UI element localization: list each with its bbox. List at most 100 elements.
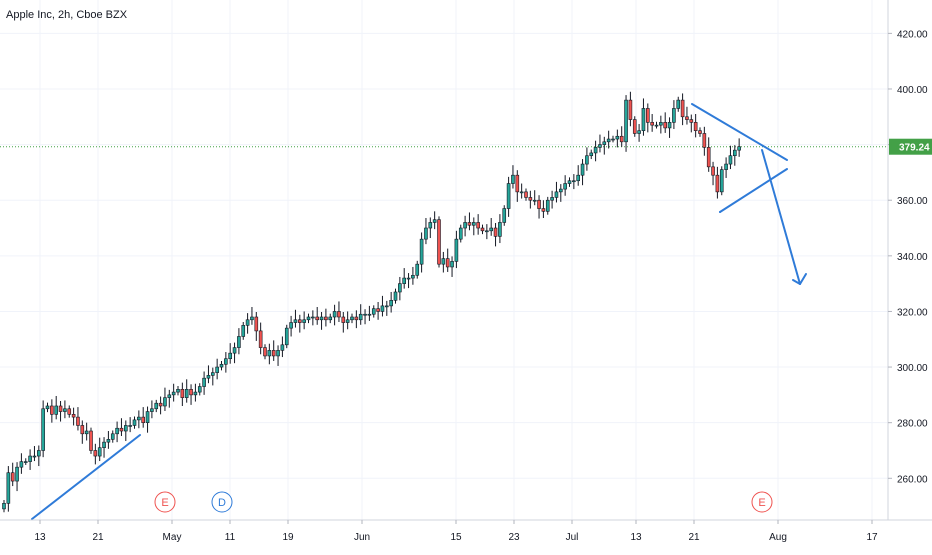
candle-down (685, 116, 689, 120)
candle-up (197, 386, 202, 393)
candle-up (728, 155, 733, 165)
candle-up (167, 394, 172, 398)
candle-down (189, 389, 193, 396)
candle-up (267, 350, 272, 357)
candle-up (45, 405, 50, 410)
time-tick-label: 21 (92, 532, 104, 543)
triangle-lower-line[interactable] (719, 168, 788, 213)
candle-up (380, 305, 385, 312)
candle-up (411, 274, 415, 279)
time-tick-label: May (163, 532, 182, 543)
price-tick-label: 260.00 (897, 474, 928, 485)
forecast-arrowhead-right[interactable] (799, 273, 807, 285)
price-axis[interactable]: 260.00280.00300.00320.00340.00360.00380.… (887, 0, 932, 520)
candle-down (702, 133, 707, 148)
candle-down (528, 197, 533, 201)
candle-up (276, 350, 280, 357)
candle-down (50, 405, 54, 415)
time-tick-label: 13 (34, 532, 46, 543)
time-axis-bg[interactable] (0, 520, 932, 550)
candle-up (558, 188, 563, 193)
candle-up (441, 258, 446, 265)
candle-up (406, 277, 411, 280)
price-axis-bg[interactable] (888, 0, 932, 520)
candle-down (354, 316, 359, 321)
time-tick-label: Jun (354, 532, 370, 543)
event-marker-earnings[interactable]: E (154, 491, 176, 513)
candle-down (476, 222, 480, 229)
candle-up (667, 122, 672, 129)
triangle-upper-line[interactable] (691, 103, 788, 161)
grid (0, 0, 888, 520)
candle-up (132, 419, 137, 426)
candle-up (511, 174, 515, 184)
time-tick-label: 19 (282, 532, 294, 543)
candle-down (689, 119, 694, 123)
price-tick-label: 300.00 (897, 363, 928, 374)
candle-up (719, 169, 724, 193)
candle-down (324, 316, 328, 321)
candle-up (367, 313, 372, 316)
candle-up (602, 141, 607, 145)
event-marker-circle[interactable] (751, 491, 773, 513)
event-marker-dividend[interactable]: D (211, 491, 233, 513)
candle-up (550, 197, 554, 201)
candle-up (659, 122, 663, 126)
candle-up (206, 375, 211, 379)
candle-up (454, 238, 459, 262)
candle-down (315, 316, 320, 321)
candle-up (250, 316, 254, 321)
candle-up (97, 447, 102, 457)
candle-up (154, 402, 159, 410)
candle-up (485, 230, 489, 233)
candle-down (541, 208, 546, 212)
forecast-arrowhead-left[interactable] (792, 279, 801, 285)
candle-down (698, 130, 702, 134)
event-marker-circle[interactable] (154, 491, 176, 513)
candle-up (572, 180, 576, 183)
candle-up (6, 472, 11, 504)
event-marker-label: D (218, 497, 226, 509)
candle-up (724, 163, 728, 170)
candle-up (228, 352, 232, 360)
candle-up (545, 199, 550, 212)
candle-up (424, 227, 428, 240)
time-tick-label: 13 (630, 532, 642, 543)
candle-up (398, 283, 402, 293)
time-tick-label: 21 (688, 532, 700, 543)
event-marker-earnings[interactable]: E (751, 491, 773, 513)
candle-up (654, 124, 659, 127)
candle-up (732, 149, 737, 157)
candle-down (537, 199, 541, 209)
candle-up (237, 336, 241, 348)
candle-down (680, 99, 685, 118)
event-marker-label: E (161, 497, 168, 509)
candle-up (332, 311, 337, 318)
support-trendline[interactable] (31, 434, 141, 520)
candle-up (245, 319, 250, 326)
candle-up (384, 305, 389, 308)
candle-down (437, 219, 441, 265)
time-tick-label: Aug (769, 532, 787, 543)
time-axis[interactable]: 13 21 May 11 19 Jun 15 23 Jul 13 21 Aug 17 (0, 519, 932, 550)
candle-up (128, 425, 132, 427)
candle-down (341, 316, 346, 323)
candle-down (715, 174, 720, 193)
candle-down (515, 174, 520, 193)
price-tick-label: 420.00 (897, 29, 928, 40)
forecast-arrow-line[interactable] (761, 149, 801, 285)
candle-down (71, 414, 76, 418)
candle-up (611, 138, 615, 141)
candle-up (428, 222, 433, 229)
drawings[interactable] (31, 103, 807, 520)
time-tick-label: Jul (566, 532, 579, 543)
candle-up (506, 183, 511, 209)
event-marker-circle[interactable] (211, 491, 233, 513)
candle-up (284, 327, 289, 346)
candle-up (2, 503, 6, 510)
candle-up (471, 222, 476, 226)
candle-up (176, 389, 180, 393)
